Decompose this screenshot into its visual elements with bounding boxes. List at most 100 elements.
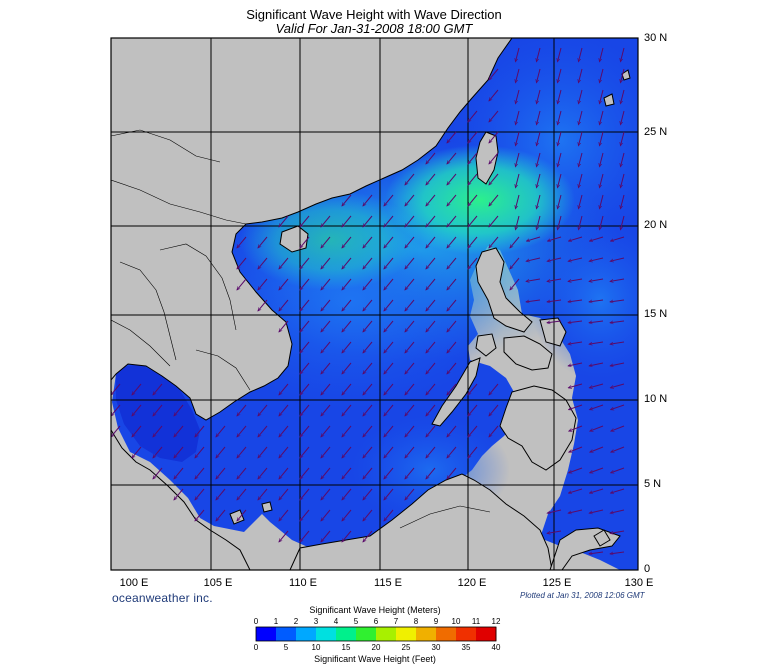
lat-lon-grid	[111, 38, 638, 570]
wave-direction-arrow	[258, 257, 268, 269]
wave-direction-arrow	[468, 215, 478, 227]
wave-direction-arrow	[300, 320, 310, 332]
chart-subtitle: Valid For Jan-31-2008 18:00 GMT	[275, 21, 473, 36]
lon-label-120e: 120 E	[457, 577, 487, 589]
wave-direction-arrow	[568, 362, 583, 366]
wave-direction-arrow	[489, 236, 499, 248]
wave-direction-arrow	[426, 173, 436, 185]
wave-direction-arrow	[174, 467, 184, 479]
mindoro	[475, 333, 497, 357]
legend-swatch	[436, 627, 457, 641]
wave-direction-arrow	[547, 278, 562, 281]
wave-direction-arrow	[579, 131, 583, 146]
legend-swatch	[256, 627, 277, 641]
wave-direction-arrow	[363, 215, 373, 227]
wave-direction-arrow	[363, 425, 373, 437]
wave-direction-arrow	[195, 467, 205, 479]
wave-direction-arrow	[537, 110, 541, 125]
wave-direction-arrow	[237, 257, 247, 269]
wave-direction-arrow	[610, 278, 625, 281]
wave-direction-arrow	[363, 530, 373, 542]
legend-meters-tick: 11	[471, 617, 481, 626]
lon-label-115e: 115 E	[374, 577, 402, 589]
wave-direction-arrow	[237, 425, 247, 437]
wave-direction-arrow	[516, 194, 520, 209]
wave-direction-arrow	[610, 299, 625, 302]
wave-direction-arrow	[579, 152, 583, 167]
wave-direction-arrow	[153, 467, 163, 479]
wave-direction-arrow	[342, 320, 352, 332]
wave-direction-arrow	[321, 299, 331, 311]
wave-direction-arrow	[610, 551, 625, 554]
wave-direction-arrow	[489, 383, 499, 395]
wave-direction-arrow	[426, 236, 436, 248]
wave-direction-arrow	[447, 362, 457, 374]
wave-direction-arrow	[537, 89, 541, 104]
wave-direction-arrow	[342, 278, 352, 290]
wave-direction-arrow	[258, 467, 268, 479]
legend-meters-tick: 10	[451, 617, 461, 626]
legend-meters-tick: 4	[333, 617, 339, 626]
luzon	[475, 247, 533, 333]
wave-direction-arrow	[447, 341, 457, 353]
wave-direction-arrow	[237, 278, 247, 290]
taiwan	[475, 131, 499, 185]
legend-feet-tick: 10	[311, 643, 321, 652]
legend-meters-tick: 2	[293, 617, 299, 626]
wave-direction-arrow	[279, 467, 289, 479]
legend-swatch	[296, 627, 317, 641]
wave-direction-arrow	[426, 341, 436, 353]
wave-direction-arrow	[621, 47, 625, 62]
wave-direction-arrow	[537, 194, 541, 209]
wave-direction-arrow	[342, 362, 352, 374]
wave-direction-arrow	[610, 530, 625, 533]
wave-direction-arrow	[447, 383, 457, 395]
wave-direction-arrow	[558, 68, 562, 83]
wave-direction-arrow	[600, 215, 604, 230]
wave-direction-arrow	[321, 425, 331, 437]
wave-direction-arrow	[300, 299, 310, 311]
wave-direction-arrow	[468, 173, 478, 185]
wave-direction-arrow	[300, 383, 310, 395]
wave-direction-arrow	[611, 404, 625, 410]
wave-direction-arrow	[468, 236, 478, 248]
wave-direction-arrow	[611, 488, 625, 493]
wave-direction-arrow	[600, 110, 604, 125]
lat-label-15n: 15 N	[644, 308, 668, 320]
wave-direction-arrow	[321, 509, 331, 521]
wave-direction-arrow	[600, 131, 604, 146]
wave-direction-arrow	[426, 404, 436, 416]
wave-direction-arrow	[568, 278, 583, 281]
wave-direction-arrow	[363, 341, 373, 353]
wave-direction-arrow	[590, 425, 604, 431]
wave-direction-arrow	[342, 530, 352, 542]
wave-direction-arrow	[321, 467, 331, 479]
legend-swatch	[396, 627, 417, 641]
wave-direction-arrow	[447, 299, 457, 311]
wave-direction-arrow	[426, 467, 436, 479]
wave-direction-arrow	[579, 173, 583, 188]
wave-direction-arrow	[537, 68, 541, 83]
wave-direction-arrow	[589, 341, 604, 344]
wave-direction-arrow	[279, 530, 289, 542]
legend-feet-tick: 35	[461, 643, 471, 652]
wave-direction-arrow	[579, 47, 583, 62]
small-island	[621, 69, 631, 81]
legend-meters-tick: 9	[433, 617, 439, 626]
wave-direction-arrow	[405, 299, 415, 311]
lon-label-110e: 110 E	[289, 577, 317, 589]
wave-direction-arrow	[489, 425, 499, 437]
wave-direction-arrows	[111, 47, 625, 554]
wave-direction-arrow	[468, 257, 478, 269]
wave-direction-arrow	[426, 362, 436, 374]
legend-swatch	[476, 627, 497, 641]
wave-direction-arrow	[279, 257, 289, 269]
wave-direction-arrow	[300, 215, 310, 227]
wave-direction-arrow	[300, 236, 310, 248]
wave-direction-arrow	[384, 467, 394, 479]
wave-direction-arrow	[510, 257, 520, 269]
wave-direction-arrow	[300, 362, 310, 374]
wave-direction-arrow	[384, 341, 394, 353]
wave-direction-arrow	[489, 89, 499, 101]
